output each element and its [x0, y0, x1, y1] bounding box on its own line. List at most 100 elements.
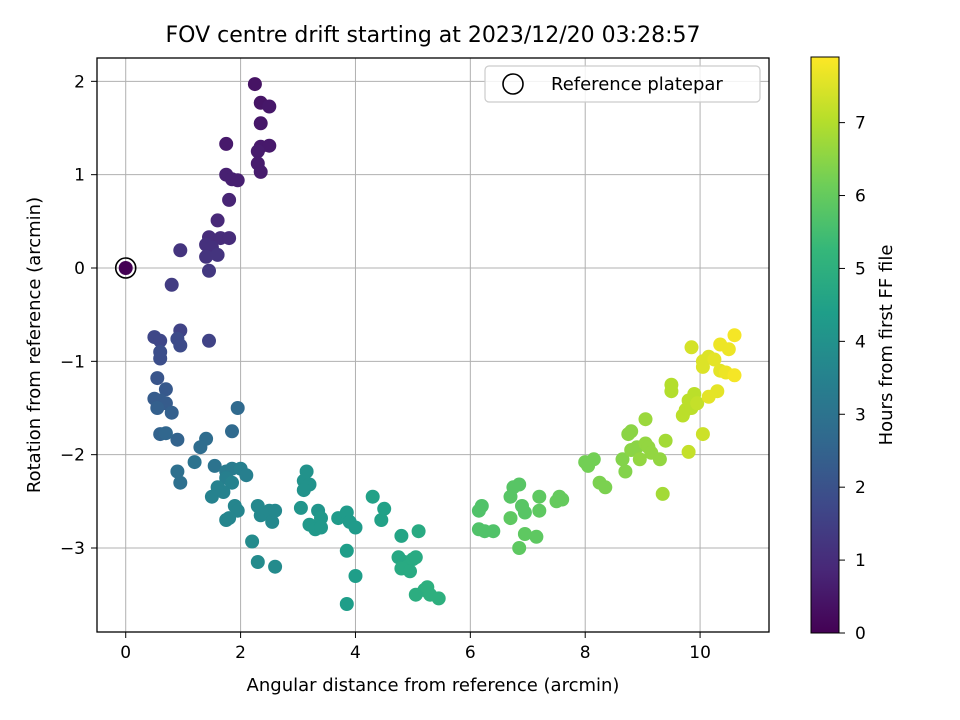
data-point [210, 247, 225, 262]
x-axis-label: Angular distance from reference (arcmin) [247, 675, 620, 696]
data-point [615, 452, 630, 467]
data-point [199, 249, 214, 264]
data-point [265, 514, 280, 529]
plot-area-frame [96, 57, 770, 633]
data-point [517, 527, 532, 541]
data-point [173, 475, 188, 490]
data-point [339, 597, 354, 611]
colorbar-tick-label: 3 [855, 405, 866, 425]
x-tick-label: 2 [235, 643, 246, 663]
data-point [296, 483, 311, 498]
data-point [721, 342, 736, 357]
data-point [339, 543, 354, 558]
data-point [164, 405, 179, 420]
data-point [431, 591, 446, 606]
reference-marker [114, 257, 137, 279]
data-point [253, 116, 268, 131]
data-point [486, 524, 501, 539]
colorbar-tick-label: 6 [855, 187, 866, 207]
data-point [727, 328, 742, 343]
x-tick-label: 4 [350, 643, 361, 663]
legend-box [484, 65, 761, 103]
data-point [658, 433, 673, 448]
data-point [222, 231, 237, 246]
y-tick-label: −1 [60, 352, 85, 372]
x-tick-label: 10 [689, 643, 711, 663]
data-point [394, 528, 409, 543]
data-point [624, 424, 639, 439]
data-point [555, 492, 570, 507]
data-point [262, 99, 277, 114]
colorbar-tick-label: 0 [855, 624, 866, 644]
data-point [348, 520, 363, 535]
data-point [158, 426, 173, 441]
data-point [118, 261, 133, 275]
data-point [153, 351, 168, 366]
data-point [262, 138, 277, 153]
data-point [655, 486, 670, 501]
data-point [690, 396, 705, 411]
data-point [652, 452, 667, 467]
data-point [618, 464, 633, 479]
data-point [219, 136, 234, 151]
colorbar-tick-label: 2 [855, 478, 866, 498]
data-point [216, 485, 231, 499]
data-point [664, 384, 679, 399]
data-point [187, 455, 202, 470]
data-point [314, 520, 328, 535]
data-point [222, 192, 237, 207]
data-point [173, 338, 188, 353]
data-point [681, 444, 696, 459]
data-point [239, 468, 254, 483]
data-point [230, 401, 245, 415]
data-point [695, 359, 710, 374]
data-point [471, 503, 486, 518]
data-point [202, 333, 216, 348]
data-point [638, 412, 653, 427]
colorbar-tick-label: 5 [855, 259, 866, 279]
data-point [529, 529, 544, 544]
data-point [632, 452, 647, 467]
y-tick-label: −3 [60, 539, 85, 559]
data-point [598, 480, 613, 495]
data-point [517, 505, 532, 520]
data-point [403, 564, 417, 579]
data-point [710, 384, 725, 399]
data-point [150, 401, 165, 415]
data-point [250, 555, 265, 569]
data-point [293, 500, 308, 515]
data-point [230, 173, 245, 188]
data-point [532, 489, 547, 504]
data-point [348, 569, 363, 583]
data-point [193, 440, 208, 455]
legend-marker-icon [502, 73, 524, 95]
y-axis-label: Rotation from reference (arcmin) [24, 197, 45, 493]
data-point [247, 77, 262, 92]
data-point [207, 458, 222, 473]
data-point [150, 371, 165, 386]
data-point [707, 352, 722, 367]
data-point [225, 424, 239, 439]
data-point [408, 550, 423, 565]
data-point [170, 464, 185, 479]
data-point [512, 541, 527, 555]
colorbar [810, 56, 840, 634]
data-point [503, 511, 518, 526]
data-point [225, 475, 239, 490]
data-point [411, 524, 426, 539]
data-point [512, 477, 527, 492]
y-tick-label: 0 [74, 259, 85, 279]
data-point [164, 277, 179, 292]
data-point [532, 503, 547, 518]
data-point [586, 452, 601, 467]
data-point [624, 443, 639, 457]
legend-label-reference: Reference platepar [551, 74, 723, 95]
data-point [153, 333, 168, 348]
data-point [202, 263, 216, 278]
data-point [727, 368, 742, 383]
colorbar-tick-label: 1 [855, 551, 866, 571]
colorbar-tick-label: 4 [855, 332, 866, 352]
data-point [158, 382, 173, 397]
data-point [268, 503, 283, 518]
